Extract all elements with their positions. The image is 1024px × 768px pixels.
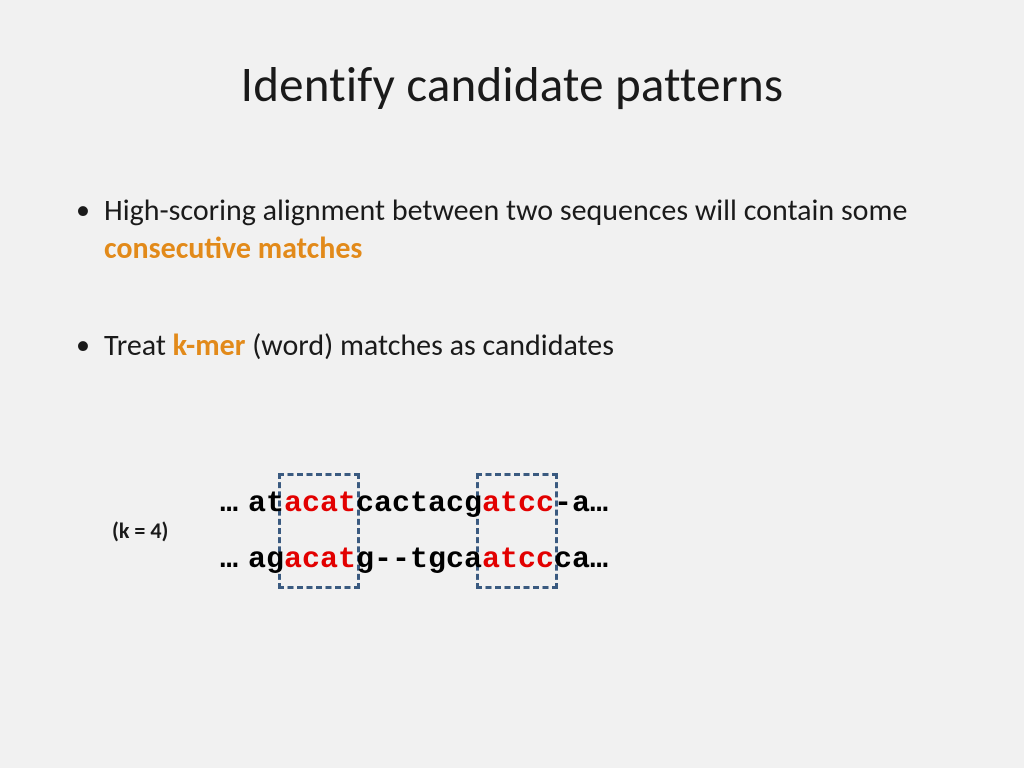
seq1-ellipsis-right: … xyxy=(590,487,608,521)
seq1-mid: cactacg xyxy=(356,487,482,521)
bullet-list: High-scoring alignment between two seque… xyxy=(72,192,964,425)
bullet-2: Treat k-mer (word) matches as candidates xyxy=(72,327,964,365)
bullet-2-highlight: k-mer xyxy=(173,327,246,364)
bullet-2-pre: Treat xyxy=(104,327,173,364)
k-label: (k = 4) xyxy=(112,517,168,544)
slide: Identify candidate patterns High-scoring… xyxy=(0,0,1024,768)
seq2-mid: g--tgca xyxy=(356,543,482,577)
bullet-2-post: (word) matches as candidates xyxy=(245,327,614,364)
seq1-match1: acat xyxy=(284,487,356,521)
seq2-ellipsis-left: … xyxy=(220,543,238,577)
seq2-match1: acat xyxy=(284,543,356,577)
slide-title: Identify candidate patterns xyxy=(0,55,1024,115)
seq1-match2: atcc xyxy=(482,487,554,521)
bullet-1-highlight: consecutive matches xyxy=(104,230,362,267)
seq1-ellipsis-left: … xyxy=(220,487,238,521)
bullet-1-pre: High-scoring alignment between two seque… xyxy=(104,192,907,229)
seq1-pre: at xyxy=(248,487,284,521)
bullet-1: High-scoring alignment between two seque… xyxy=(72,192,964,267)
alignment-diagram: (k = 4) … at acat cactacg atcc -a … … ag… xyxy=(0,455,1024,655)
seq2-post: ca xyxy=(554,543,590,577)
seq2-pre: ag xyxy=(248,543,284,577)
seq2-ellipsis-right: … xyxy=(590,543,608,577)
seq2-match2: atcc xyxy=(482,543,554,577)
seq1-post: -a xyxy=(554,487,590,521)
